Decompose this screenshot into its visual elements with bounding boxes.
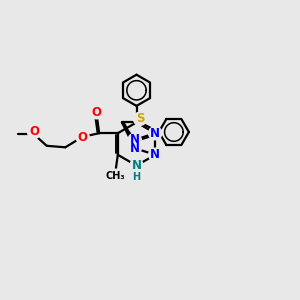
Circle shape: [130, 159, 143, 172]
Circle shape: [128, 133, 141, 146]
Text: N: N: [150, 148, 160, 161]
Circle shape: [128, 142, 141, 155]
Text: N: N: [131, 159, 142, 172]
Text: N: N: [150, 127, 160, 140]
Text: O: O: [29, 125, 39, 139]
Circle shape: [90, 106, 104, 119]
Text: N: N: [130, 134, 140, 146]
Text: CH₃: CH₃: [106, 171, 125, 181]
Circle shape: [109, 169, 122, 182]
Circle shape: [130, 170, 143, 184]
Circle shape: [28, 125, 41, 139]
Text: N: N: [130, 142, 140, 154]
Circle shape: [76, 131, 89, 144]
Text: S: S: [136, 112, 144, 125]
Text: H: H: [132, 172, 141, 182]
Circle shape: [148, 148, 162, 161]
Text: O: O: [78, 131, 88, 144]
Circle shape: [148, 127, 162, 140]
Circle shape: [134, 112, 147, 125]
Text: O: O: [92, 106, 102, 119]
